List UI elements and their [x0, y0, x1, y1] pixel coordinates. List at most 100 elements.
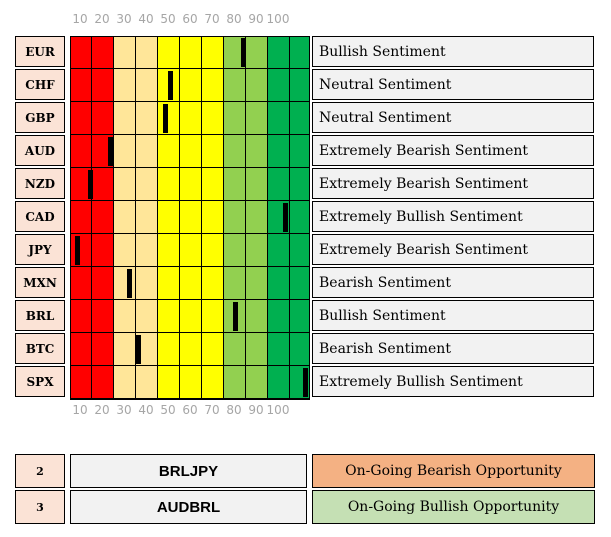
grid-cell — [158, 333, 180, 366]
sentiment-marker — [168, 71, 173, 100]
grid-cell — [268, 102, 290, 135]
grid-cell — [114, 69, 136, 102]
grid-cell — [246, 135, 268, 168]
grid-cell — [136, 333, 158, 366]
grid-cell — [290, 201, 310, 234]
grid-cell — [70, 300, 92, 333]
sentiment-label: Bearish Sentiment — [312, 333, 594, 364]
grid-cell — [158, 267, 180, 300]
currency-code: GBP — [15, 102, 65, 133]
grid-row — [70, 69, 310, 102]
grid-cell — [70, 36, 92, 69]
sentiment-grid — [70, 36, 310, 400]
grid-cell — [268, 135, 290, 168]
grid-cell — [224, 168, 246, 201]
grid-cell — [158, 135, 180, 168]
scale-top-tick-label: 100 — [266, 12, 290, 26]
grid-cell — [268, 234, 290, 267]
currency-code: NZD — [15, 168, 65, 199]
grid-cell — [290, 69, 310, 102]
scale-top-tick-label: 80 — [226, 12, 242, 26]
grid-cell — [92, 69, 114, 102]
grid-cell — [246, 168, 268, 201]
grid-cell — [290, 267, 310, 300]
grid-cell — [224, 69, 246, 102]
grid-cell — [136, 300, 158, 333]
grid-cell — [180, 135, 202, 168]
opportunity-row: 3 AUDBRL On-Going Bullish Opportunity — [15, 490, 595, 524]
grid-cell — [268, 300, 290, 333]
scale-bottom-tick-label: 10 — [72, 403, 88, 417]
grid-cell — [180, 69, 202, 102]
grid-cell — [136, 135, 158, 168]
grid-cell — [268, 168, 290, 201]
grid-cell — [92, 201, 114, 234]
scale-bottom-tick-label: 40 — [138, 403, 154, 417]
sentiment-marker — [283, 203, 288, 232]
sentiment-label-column: Bullish Sentiment Neutral Sentiment Neutra… — [312, 36, 594, 399]
grid-cell — [224, 366, 246, 399]
opportunity-pair: AUDBRL — [70, 490, 307, 524]
sentiment-label: Extremely Bullish Sentiment — [312, 366, 594, 397]
grid-cell — [92, 333, 114, 366]
grid-cell — [92, 102, 114, 135]
grid-cell — [92, 36, 114, 69]
grid-cell — [202, 168, 224, 201]
grid-cell — [224, 267, 246, 300]
sentiment-marker — [108, 137, 113, 166]
opportunity-number: 2 — [15, 454, 65, 488]
currency-code: CHF — [15, 69, 65, 100]
opportunity-number: 3 — [15, 490, 65, 524]
grid-cell — [202, 234, 224, 267]
currency-code: MXN — [15, 267, 65, 298]
grid-cell — [136, 201, 158, 234]
grid-cell — [268, 36, 290, 69]
grid-cell — [136, 366, 158, 399]
scale-top-tick-label: 90 — [248, 12, 264, 26]
sentiment-label: Extremely Bullish Sentiment — [312, 201, 594, 232]
grid-cell — [246, 69, 268, 102]
grid-cell — [246, 300, 268, 333]
grid-row — [70, 102, 310, 135]
grid-cell — [92, 300, 114, 333]
opportunity-pair: BRLJPY — [70, 454, 307, 488]
grid-cell — [92, 168, 114, 201]
sentiment-label: Extremely Bearish Sentiment — [312, 234, 594, 265]
grid-cell — [268, 267, 290, 300]
scale-top-tick-label: 30 — [116, 12, 132, 26]
grid-cell — [202, 201, 224, 234]
grid-cell — [70, 366, 92, 399]
sentiment-marker — [241, 38, 246, 67]
grid-cell — [202, 333, 224, 366]
grid-cell — [246, 366, 268, 399]
grid-cell — [92, 234, 114, 267]
grid-cell — [224, 201, 246, 234]
grid-row — [70, 135, 310, 168]
grid-cell — [114, 201, 136, 234]
grid-cell — [70, 267, 92, 300]
opportunity-status: On-Going Bearish Opportunity — [312, 454, 595, 488]
grid-cell — [136, 234, 158, 267]
scale-bottom-tick-label: 70 — [204, 403, 220, 417]
grid-cell — [202, 300, 224, 333]
grid-cell — [136, 102, 158, 135]
grid-cell — [290, 168, 310, 201]
sentiment-label: Extremely Bearish Sentiment — [312, 135, 594, 166]
grid-cell — [158, 234, 180, 267]
grid-cell — [158, 300, 180, 333]
grid-cell — [180, 102, 202, 135]
grid-cell — [202, 102, 224, 135]
currency-code: JPY — [15, 234, 65, 265]
sentiment-marker — [136, 335, 141, 364]
grid-cell — [136, 168, 158, 201]
scale-bottom-tick-label: 30 — [116, 403, 132, 417]
currency-code-column: EUR CHF GBP AUD NZD CAD JPY MXN BRL BTC SPX — [15, 36, 65, 399]
grid-cell — [224, 135, 246, 168]
grid-cell — [70, 69, 92, 102]
grid-row — [70, 168, 310, 201]
grid-cell — [70, 333, 92, 366]
grid-cell — [268, 366, 290, 399]
grid-cell — [114, 168, 136, 201]
scale-top-tick-label: 40 — [138, 12, 154, 26]
grid-cell — [92, 267, 114, 300]
